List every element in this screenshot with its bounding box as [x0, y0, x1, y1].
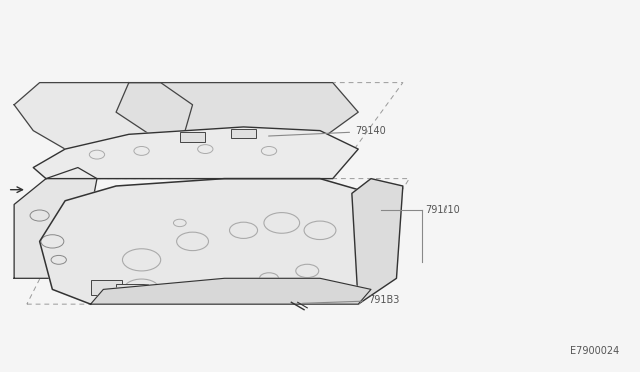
- FancyBboxPatch shape: [116, 284, 148, 299]
- Polygon shape: [33, 127, 358, 179]
- Text: 79140: 79140: [269, 126, 386, 137]
- Polygon shape: [40, 179, 390, 304]
- FancyBboxPatch shape: [180, 132, 205, 142]
- Polygon shape: [116, 83, 358, 149]
- FancyBboxPatch shape: [231, 129, 256, 138]
- FancyBboxPatch shape: [91, 280, 122, 295]
- Polygon shape: [14, 83, 193, 167]
- Polygon shape: [14, 167, 97, 278]
- Text: E7900024: E7900024: [570, 346, 620, 356]
- Polygon shape: [91, 278, 371, 304]
- Text: 791ℓ10: 791ℓ10: [425, 205, 460, 215]
- Polygon shape: [352, 179, 403, 304]
- Text: 791B3: 791B3: [302, 295, 399, 305]
